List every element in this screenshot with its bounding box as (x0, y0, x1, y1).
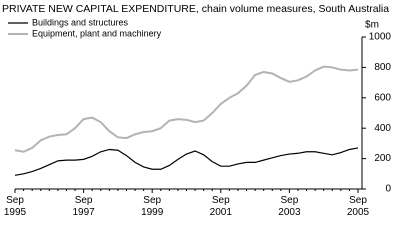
legend-label: Buildings and structures (32, 17, 129, 27)
y-axis-label: $m (365, 20, 379, 31)
x-tick-label: Sep 1995 (4, 195, 27, 218)
x-tick-label: Sep 2005 (347, 195, 370, 218)
x-tick-label: Sep 2001 (210, 195, 233, 218)
y-tick-label: 400 (374, 123, 391, 134)
chart-title: PRIVATE NEW CAPITAL EXPENDITURE, chain v… (2, 3, 389, 15)
x-tick-label: Sep 1999 (141, 195, 164, 218)
y-tick-label: 1000 (369, 32, 392, 43)
y-tick-label: 800 (374, 62, 391, 73)
x-tick-label: Sep 1997 (72, 195, 95, 218)
series-line (14, 65, 359, 153)
y-tick-label: 600 (374, 92, 391, 103)
y-tick-label: 200 (374, 153, 391, 164)
y-tick-label: 0 (385, 184, 391, 195)
legend-label: Equipment, plant and machinery (32, 28, 162, 38)
x-tick-label: Sep 2003 (278, 195, 301, 218)
chart: PRIVATE NEW CAPITAL EXPENDITURE, chain v… (2, 3, 392, 218)
series-line (14, 147, 359, 176)
